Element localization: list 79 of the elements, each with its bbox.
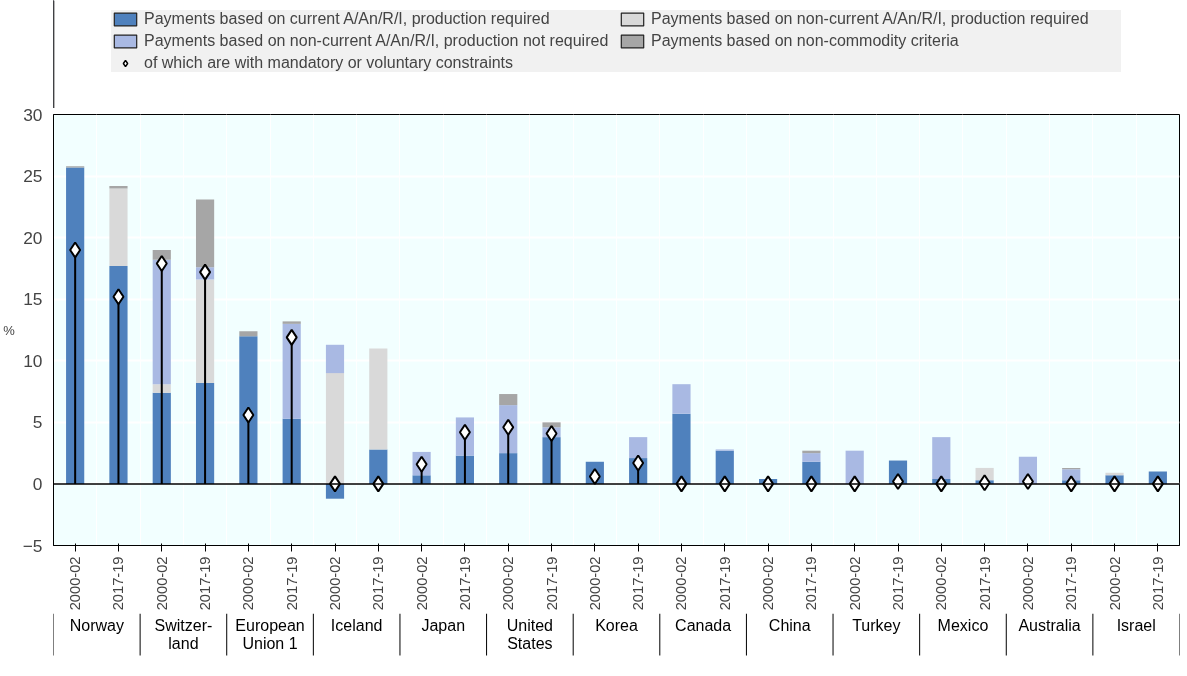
x-tick-label: 2000-02 <box>1106 556 1123 611</box>
x-tick-label: 2017-19 <box>630 556 647 611</box>
point <box>69 241 82 259</box>
legend-label: of which are with mandatory or voluntary constraints <box>144 54 515 72</box>
text: Iceland <box>330 616 383 634</box>
y-tick-label: 20 <box>23 227 43 248</box>
bar <box>542 422 561 428</box>
x-tick-label: 2000-02 <box>673 556 690 611</box>
x-tick-label: 2000-02 <box>413 556 430 611</box>
bar <box>195 199 215 268</box>
text: Norway <box>69 616 124 634</box>
x-tick-label: 2017-19 <box>456 556 473 611</box>
text: China <box>768 616 811 634</box>
y-tick-label: 15 <box>23 289 43 310</box>
x-tick-label: 2000-02 <box>1019 556 1036 611</box>
text: Korea <box>595 616 638 634</box>
bar <box>282 321 301 324</box>
bar <box>672 384 691 414</box>
x-tick-label: 2000-02 <box>67 556 84 611</box>
x-tick-label: 2017-19 <box>1149 556 1166 611</box>
bar <box>499 394 518 406</box>
bar <box>932 437 951 479</box>
bar <box>325 344 345 374</box>
text: Australia <box>1018 616 1081 634</box>
x-tick-label: 2017-19 <box>283 556 300 611</box>
x-tick-label: 2017-19 <box>803 556 820 611</box>
bar <box>802 453 821 462</box>
bar <box>369 449 388 484</box>
x-tick-label: 2017-19 <box>890 556 906 611</box>
point <box>1021 472 1034 490</box>
x-tick-label: 2000-02 <box>327 556 343 611</box>
text: European Union 1 <box>235 616 305 653</box>
bar <box>629 437 648 459</box>
x-tick-label: 2000-02 <box>760 556 777 611</box>
bar <box>672 413 691 484</box>
x-tick-label: 2000-02 <box>153 556 170 611</box>
bar <box>325 373 345 484</box>
point <box>199 263 212 281</box>
y-tick-label: 0 <box>32 473 43 494</box>
text: Mexico <box>937 616 989 634</box>
legend-label: Payments based on non-current A/An/R/I, production not required <box>144 32 610 50</box>
x-tick-label: 2017-19 <box>370 556 387 611</box>
y-tick-label: 5 <box>32 412 43 433</box>
bar <box>66 167 85 484</box>
x-tick-label: 2017-19 <box>197 556 214 611</box>
text: Canada <box>675 616 732 634</box>
x-tick-label: 2017-19 <box>976 556 993 611</box>
bar <box>1062 469 1081 481</box>
point <box>112 288 125 306</box>
point <box>545 424 558 442</box>
x-tick-label: 2000-02 <box>846 556 863 611</box>
x-tick-label: 2000-02 <box>933 556 950 611</box>
text: Japan <box>421 616 466 634</box>
point <box>155 255 168 272</box>
bar <box>109 188 128 266</box>
bar <box>369 348 388 450</box>
y-tick-label: −5 <box>22 535 43 556</box>
text: Switzer- land <box>154 616 213 653</box>
y-tick-label: 30 <box>23 104 43 125</box>
legend-label: Payments based on non-commodity criteria <box>651 32 960 50</box>
text: United States <box>506 616 554 653</box>
x-tick-label: 2000-02 <box>586 556 603 611</box>
x-tick-label: 2000-02 <box>240 556 257 611</box>
x-tick-label: 2017-19 <box>1063 556 1080 611</box>
x-tick-label: 2017-19 <box>716 556 733 611</box>
y-tick-label: 10 <box>23 350 43 371</box>
y-axis-title: % <box>3 322 16 338</box>
text: Turkey <box>852 616 901 634</box>
bar <box>239 336 258 484</box>
point <box>285 328 298 346</box>
legend-label: Payments based on non-current A/An/R/I, production required <box>651 10 1090 28</box>
x-tick-label: 2017-19 <box>110 556 127 611</box>
bar <box>239 331 258 337</box>
text: Israel <box>1116 616 1156 634</box>
legend-label: Payments based on current A/An/R/I, production required <box>144 10 551 28</box>
y-tick-label: 25 <box>23 166 43 187</box>
x-tick-label: 2017-19 <box>543 556 560 611</box>
x-tick-label: 2000-02 <box>500 556 517 611</box>
point <box>242 406 255 424</box>
